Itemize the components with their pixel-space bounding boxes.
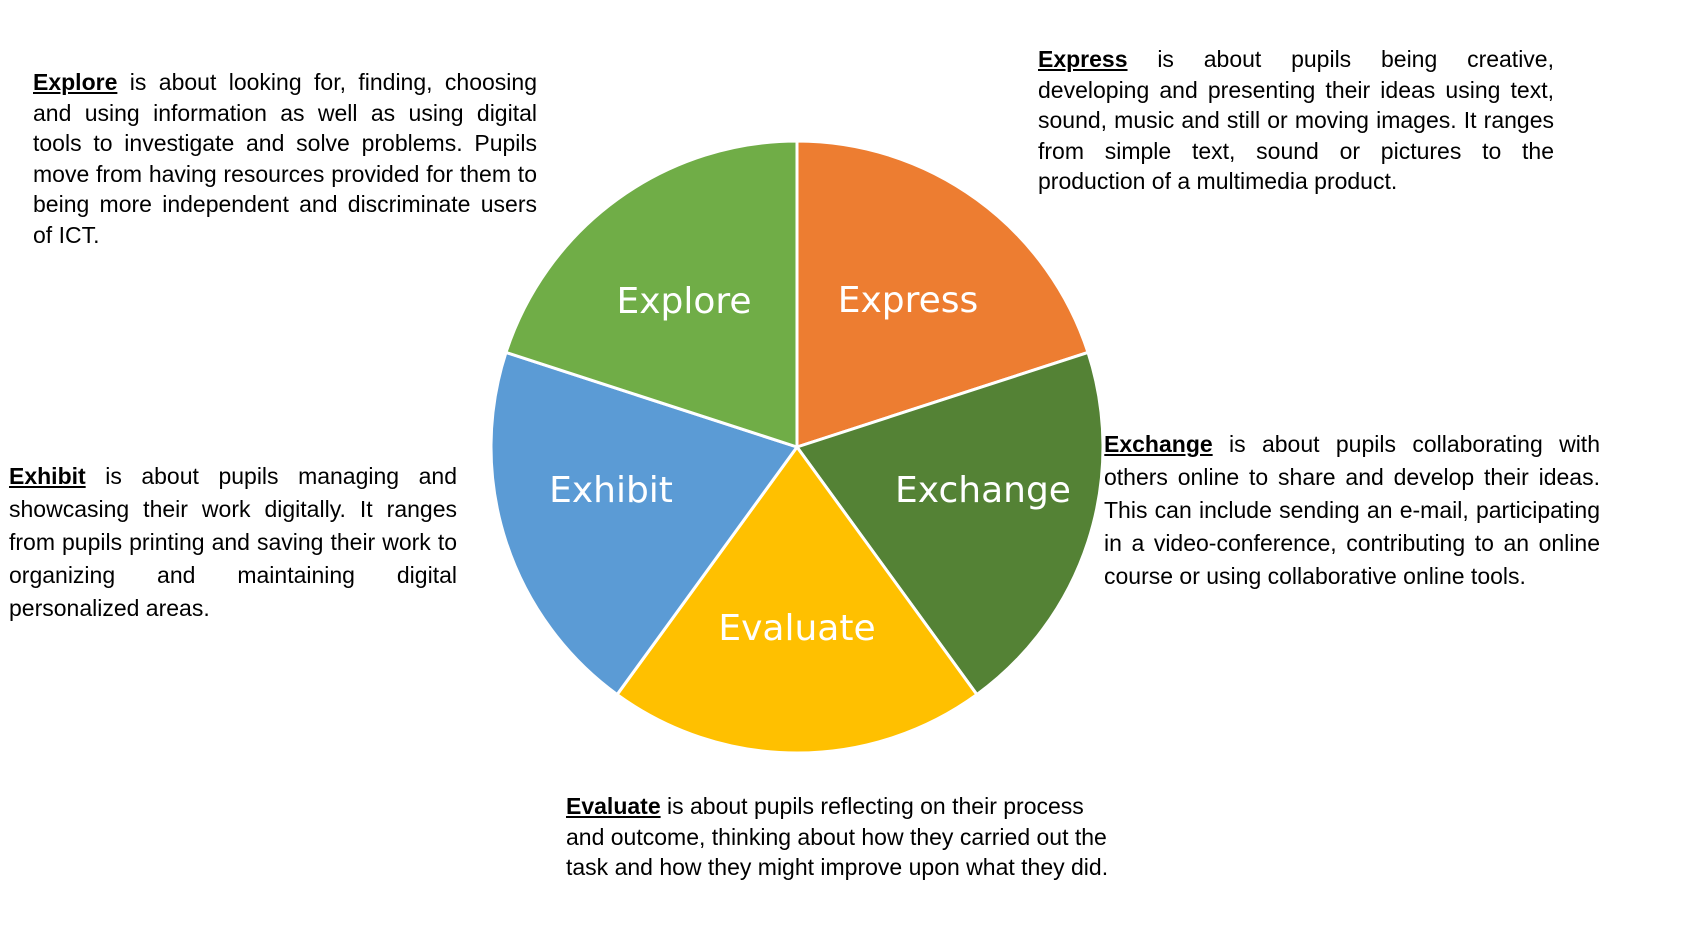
exchange-segment xyxy=(794,350,1105,697)
evaluate-text: is about pupils reflecting on their proc… xyxy=(566,793,1109,880)
explore-text: is about looking for, finding, choosing … xyxy=(33,69,537,248)
explore-label: Explore xyxy=(616,281,751,322)
express-term: Express xyxy=(1038,46,1128,72)
exhibit-term: Exhibit xyxy=(9,463,86,489)
exchange-label: Exchange xyxy=(895,470,1071,511)
exchange-text: is about pupils collaborating with other… xyxy=(1104,431,1600,589)
explore-term: Explore xyxy=(33,69,118,95)
exhibit-description: Exhibit is about pupils managing and sho… xyxy=(9,460,457,625)
exchange-term: Exchange xyxy=(1104,431,1213,457)
exhibit-label: Exhibit xyxy=(549,470,673,511)
explore-segment xyxy=(504,139,799,450)
explore-description: Explore is about looking for, finding, c… xyxy=(33,67,537,250)
express-text: is about pupils being creative, developi… xyxy=(1038,46,1554,194)
exhibit-segment xyxy=(489,350,800,697)
express-description: Express is about pupils being creative, … xyxy=(1038,44,1554,197)
express-label: Express xyxy=(838,280,979,321)
evaluate-description: Evaluate is about pupils reflecting on t… xyxy=(566,791,1126,883)
exchange-description: Exchange is about pupils collaborating w… xyxy=(1104,428,1600,593)
express-segment xyxy=(795,139,1090,450)
evaluate-segment xyxy=(615,444,979,755)
evaluate-term: Evaluate xyxy=(566,793,661,819)
evaluate-label: Evaluate xyxy=(718,608,875,649)
exhibit-text: is about pupils managing and showcasing … xyxy=(9,463,457,621)
